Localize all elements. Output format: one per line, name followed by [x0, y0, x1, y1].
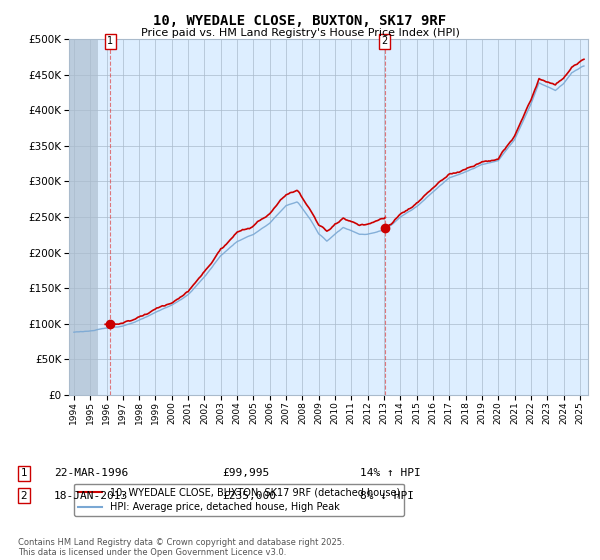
Text: 1: 1	[107, 36, 113, 46]
Text: Price paid vs. HM Land Registry's House Price Index (HPI): Price paid vs. HM Land Registry's House …	[140, 28, 460, 38]
Text: 22-MAR-1996: 22-MAR-1996	[54, 468, 128, 478]
Text: 8% ↓ HPI: 8% ↓ HPI	[360, 491, 414, 501]
Text: Contains HM Land Registry data © Crown copyright and database right 2025.
This d: Contains HM Land Registry data © Crown c…	[18, 538, 344, 557]
Text: £235,000: £235,000	[222, 491, 276, 501]
Text: 14% ↑ HPI: 14% ↑ HPI	[360, 468, 421, 478]
Text: 18-JAN-2013: 18-JAN-2013	[54, 491, 128, 501]
Text: £99,995: £99,995	[222, 468, 269, 478]
Text: 2: 2	[382, 36, 388, 46]
Text: 10, WYEDALE CLOSE, BUXTON, SK17 9RF: 10, WYEDALE CLOSE, BUXTON, SK17 9RF	[154, 14, 446, 28]
Text: 2: 2	[20, 491, 28, 501]
Bar	[69, 39, 98, 395]
Legend: 10, WYEDALE CLOSE, BUXTON, SK17 9RF (detached house), HPI: Average price, detach: 10, WYEDALE CLOSE, BUXTON, SK17 9RF (det…	[74, 483, 404, 516]
Text: 1: 1	[20, 468, 28, 478]
